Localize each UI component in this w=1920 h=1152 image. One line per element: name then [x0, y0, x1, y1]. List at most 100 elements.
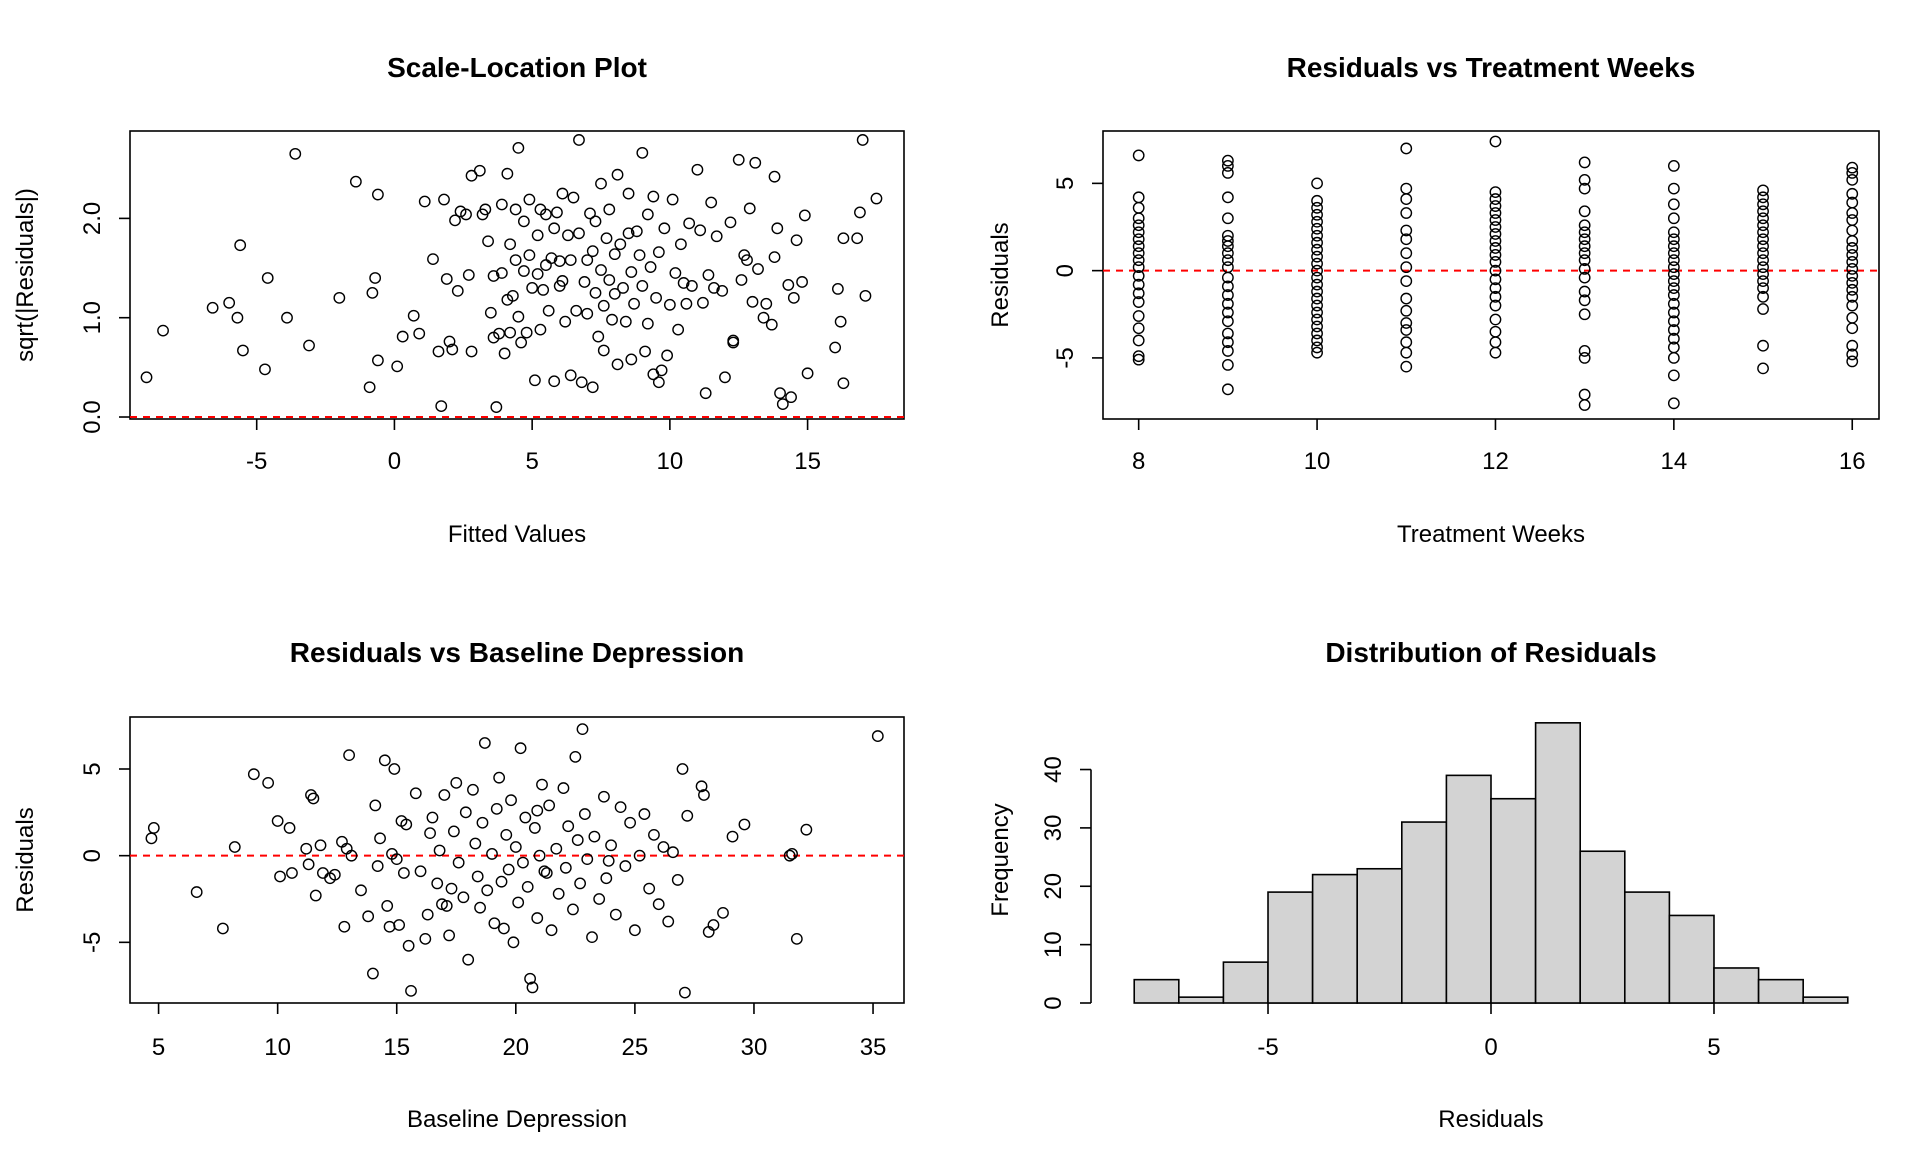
- panel-scale-location: Scale-Location Plot Fitted Values sqrt(|Re…: [12, 52, 905, 548]
- data-point: [524, 972, 536, 985]
- data-point: [493, 771, 506, 784]
- data-point: [676, 763, 689, 775]
- data-point: [1757, 268, 1769, 281]
- data-point: [669, 267, 682, 279]
- data-point: [598, 790, 610, 803]
- data-point: [559, 315, 572, 328]
- data-point: [509, 254, 522, 267]
- data-point: [837, 377, 850, 390]
- data-point: [440, 273, 453, 285]
- data-point: [1846, 348, 1859, 361]
- data-point: [366, 286, 379, 299]
- data-point: [498, 347, 511, 360]
- x-tick-label: 5: [152, 1034, 165, 1061]
- x-tick-label: 10: [657, 448, 684, 475]
- data-point: [683, 217, 696, 230]
- data-point: [1667, 332, 1680, 345]
- histogram-bar: [1757, 978, 1804, 1004]
- histogram-bar: [1311, 873, 1359, 1004]
- data-point: [1489, 193, 1502, 205]
- data-point: [638, 808, 651, 820]
- data-point: [562, 820, 575, 833]
- data-point: [1400, 360, 1413, 373]
- data-point: [520, 326, 533, 339]
- data-point: [302, 858, 315, 871]
- data-point: [708, 282, 720, 294]
- data-point: [1311, 285, 1323, 298]
- data-point: [1846, 173, 1859, 186]
- data-point: [710, 230, 723, 243]
- data-point: [1846, 256, 1859, 268]
- data-point: [1757, 290, 1769, 303]
- data-point: [831, 283, 844, 295]
- data-point: [538, 865, 551, 878]
- data-point: [1311, 313, 1323, 326]
- data-point: [1311, 177, 1323, 190]
- data-point: [724, 216, 737, 229]
- data-point: [1757, 212, 1769, 225]
- data-point: [699, 387, 712, 400]
- data-point: [1311, 257, 1323, 270]
- data-point: [362, 910, 375, 923]
- data-point: [1667, 160, 1680, 172]
- data-point: [1221, 154, 1234, 167]
- histogram-bar: [1623, 891, 1671, 1004]
- data-point: [1667, 198, 1680, 211]
- data-point: [553, 255, 566, 267]
- data-point: [600, 232, 613, 245]
- data-point: [504, 326, 517, 339]
- y-tick-label: 5: [1052, 177, 1079, 190]
- data-point: [307, 792, 320, 805]
- data-point: [474, 901, 486, 914]
- data-point: [374, 832, 386, 845]
- data-point: [247, 768, 260, 781]
- data-point: [681, 809, 694, 822]
- data-point: [595, 177, 607, 190]
- data-point: [237, 344, 249, 357]
- data-point: [552, 887, 565, 900]
- data-point: [608, 248, 621, 261]
- data-point: [526, 981, 539, 994]
- data-point: [556, 275, 569, 287]
- data-point: [647, 190, 660, 203]
- data-point: [667, 846, 679, 859]
- x-tick-label: 15: [383, 1034, 410, 1061]
- data-point: [1578, 262, 1591, 275]
- data-point: [479, 203, 492, 216]
- data-point: [1311, 201, 1323, 214]
- data-point: [576, 723, 589, 736]
- data-point: [1846, 299, 1859, 312]
- data-point: [523, 249, 536, 262]
- data-point: [1132, 201, 1145, 214]
- x-tick-label: 5: [1707, 1034, 1720, 1061]
- data-point: [452, 856, 465, 869]
- data-point: [661, 349, 674, 362]
- x-tick-label: 35: [860, 1034, 887, 1061]
- data-point: [1489, 346, 1502, 359]
- data-point: [606, 313, 618, 326]
- data-point: [305, 789, 317, 801]
- data-point: [157, 324, 169, 337]
- histogram-bar: [1133, 978, 1180, 1004]
- data-point: [569, 750, 582, 763]
- data-point: [486, 848, 498, 860]
- data-point: [1667, 306, 1680, 319]
- data-point: [147, 822, 160, 834]
- data-point: [533, 849, 546, 862]
- data-point: [1489, 299, 1502, 312]
- data-point: [605, 839, 617, 852]
- data-point: [259, 363, 271, 376]
- data-point: [854, 206, 866, 219]
- data-point: [1400, 233, 1413, 246]
- data-point: [790, 932, 803, 945]
- data-point: [317, 867, 329, 879]
- data-point: [515, 336, 528, 349]
- data-point: [1667, 226, 1680, 239]
- data-point: [578, 276, 591, 288]
- data-point: [1846, 242, 1859, 254]
- data-point: [765, 318, 778, 331]
- data-point: [622, 227, 635, 240]
- data-point: [870, 192, 883, 205]
- data-point: [1311, 346, 1323, 359]
- data-point: [531, 229, 544, 242]
